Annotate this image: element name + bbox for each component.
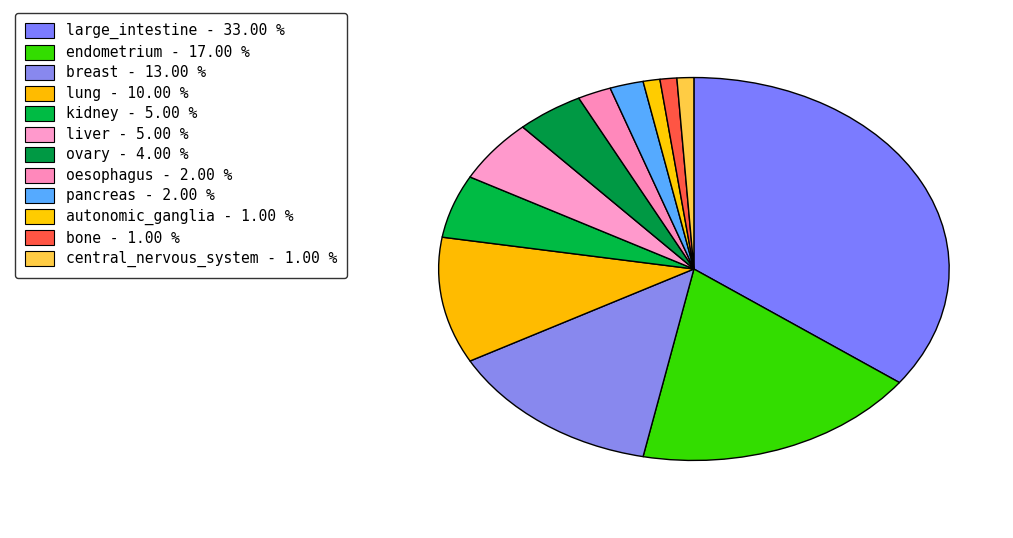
Wedge shape [470, 269, 694, 457]
Wedge shape [643, 79, 694, 269]
Wedge shape [659, 78, 694, 269]
Wedge shape [523, 98, 694, 269]
Wedge shape [677, 77, 694, 269]
Wedge shape [443, 177, 694, 269]
Wedge shape [578, 88, 694, 269]
Wedge shape [643, 269, 900, 461]
Wedge shape [439, 237, 694, 361]
Legend: large_intestine - 33.00 %, endometrium - 17.00 %, breast - 13.00 %, lung - 10.00: large_intestine - 33.00 %, endometrium -… [15, 13, 347, 278]
Wedge shape [694, 77, 949, 383]
Wedge shape [610, 81, 694, 269]
Wedge shape [470, 127, 694, 269]
